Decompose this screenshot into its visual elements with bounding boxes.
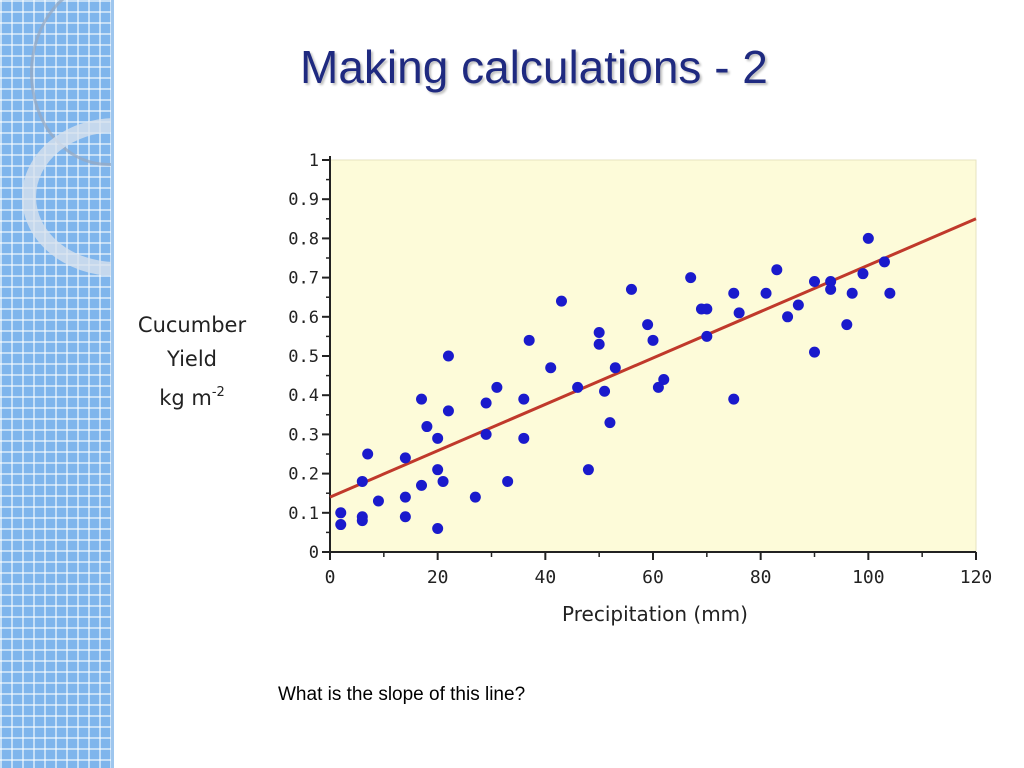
data-point bbox=[523, 334, 535, 346]
data-point bbox=[733, 307, 745, 319]
data-point bbox=[480, 397, 492, 409]
data-point bbox=[421, 421, 433, 433]
data-point bbox=[825, 276, 837, 288]
y-tick-label: 1 bbox=[309, 151, 319, 171]
data-point bbox=[599, 385, 611, 397]
data-point bbox=[399, 511, 411, 523]
y-tick-label: 0 bbox=[309, 543, 319, 563]
y-tick-label: 0.1 bbox=[288, 504, 319, 524]
slide-title: Making calculations - 2 bbox=[300, 41, 768, 93]
data-point bbox=[356, 475, 368, 487]
y-tick-label: 0.9 bbox=[288, 190, 319, 210]
y-tick-label: 0.7 bbox=[288, 269, 319, 289]
data-point bbox=[335, 507, 347, 519]
data-point bbox=[502, 475, 514, 487]
data-point bbox=[518, 432, 530, 444]
y-tick-label: 0.6 bbox=[288, 308, 319, 328]
question-text: What is the slope of this line? bbox=[278, 684, 526, 705]
y-axis-label: Cucumber Yield kg m-2 bbox=[118, 308, 266, 415]
data-point bbox=[491, 381, 503, 393]
data-point bbox=[878, 256, 890, 268]
x-tick-label: 40 bbox=[534, 567, 556, 588]
data-point bbox=[555, 295, 567, 307]
data-point bbox=[782, 311, 794, 323]
data-point bbox=[399, 491, 411, 503]
data-point bbox=[625, 283, 637, 295]
y-tick-label: 0.3 bbox=[288, 425, 319, 445]
data-point bbox=[652, 381, 664, 393]
data-point bbox=[846, 287, 858, 299]
data-point bbox=[572, 381, 584, 393]
data-point bbox=[760, 287, 772, 299]
y-axis-label-line: Yield bbox=[167, 347, 217, 371]
data-point bbox=[593, 338, 605, 350]
data-point bbox=[416, 479, 428, 491]
decorative-side-band bbox=[0, 0, 114, 768]
data-point bbox=[442, 405, 454, 417]
data-point bbox=[545, 362, 557, 374]
data-point bbox=[335, 519, 347, 531]
data-point bbox=[809, 346, 820, 358]
x-axis-label: Precipitation (mm) bbox=[562, 602, 748, 626]
x-tick-label: 20 bbox=[427, 567, 449, 588]
data-point bbox=[862, 232, 874, 244]
data-point bbox=[642, 319, 654, 331]
plot-area bbox=[329, 159, 977, 553]
y-axis-label-line: Cucumber bbox=[137, 313, 247, 337]
y-axis-label-line: kg m-2 bbox=[118, 376, 266, 415]
x-tick-label: 120 bbox=[960, 567, 993, 588]
data-point bbox=[362, 448, 374, 460]
y-tick-label: 0.8 bbox=[288, 229, 319, 249]
data-point bbox=[841, 319, 853, 331]
data-point bbox=[685, 272, 697, 284]
y-tick-label: 0.2 bbox=[288, 465, 319, 485]
data-point bbox=[604, 417, 616, 429]
data-point bbox=[469, 491, 481, 503]
data-point bbox=[647, 334, 659, 346]
data-point bbox=[825, 283, 837, 295]
data-point bbox=[809, 276, 820, 288]
x-tick-label: 0 bbox=[325, 567, 336, 588]
data-point bbox=[372, 495, 384, 507]
data-point bbox=[884, 287, 896, 299]
data-point bbox=[701, 303, 713, 315]
scatter-chart: 0 0.1 0.2 0.3 0.4 0.5 0.6 0.7 0.8 0.9 1 0 20 40 60 80 10… bbox=[118, 140, 1008, 640]
data-point bbox=[432, 432, 444, 444]
data-point bbox=[728, 393, 740, 405]
decorative-ring bbox=[22, 118, 114, 276]
y-tick-label: 0.4 bbox=[288, 386, 319, 406]
x-tick-label: 100 bbox=[852, 567, 885, 588]
data-point bbox=[792, 299, 804, 311]
data-point bbox=[432, 464, 444, 476]
x-tick-label: 60 bbox=[642, 567, 664, 588]
x-tick-label: 80 bbox=[750, 567, 772, 588]
data-point bbox=[701, 330, 713, 342]
y-tick-label: 0.5 bbox=[288, 347, 319, 367]
data-point bbox=[771, 264, 783, 276]
data-point bbox=[442, 350, 454, 362]
y-axis-unit-exponent: -2 bbox=[211, 385, 225, 400]
data-point bbox=[518, 393, 530, 405]
y-axis-unit: kg m bbox=[159, 386, 212, 410]
data-point bbox=[857, 268, 869, 280]
chart-svg: 0 0.1 0.2 0.3 0.4 0.5 0.6 0.7 0.8 0.9 1 0 20 40 60 80 10… bbox=[288, 151, 993, 626]
data-point bbox=[356, 515, 368, 527]
trend-line bbox=[329, 217, 977, 499]
data-point bbox=[658, 374, 670, 386]
data-point bbox=[480, 428, 492, 440]
data-point bbox=[399, 452, 411, 464]
data-point bbox=[432, 522, 444, 534]
data-point bbox=[593, 326, 605, 338]
data-point bbox=[437, 475, 449, 487]
data-point bbox=[416, 393, 428, 405]
data-point bbox=[582, 464, 594, 476]
data-point bbox=[609, 362, 621, 374]
data-point bbox=[728, 287, 740, 299]
